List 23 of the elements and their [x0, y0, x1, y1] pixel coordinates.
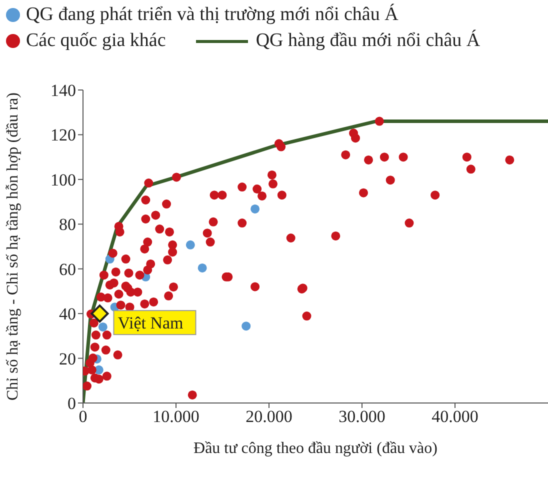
x-tick-label: 20.000 — [246, 407, 292, 426]
point — [242, 322, 251, 331]
annotation: Việt Nam — [118, 314, 184, 333]
point — [98, 322, 108, 332]
point — [250, 204, 260, 214]
y-tick-label: 80 — [59, 215, 76, 234]
legend-label: QG hàng đầu mới nổi châu Á — [256, 30, 480, 52]
legend-label: Các quốc gia khác — [26, 30, 166, 52]
y-tick-label: 120 — [50, 126, 76, 145]
y-tick-label: 40 — [59, 304, 76, 324]
legend-label: QG đang phát triển và thị trường mới nổi châu Á — [26, 4, 398, 26]
point — [198, 263, 207, 272]
x-tick-label: 30.000 — [338, 407, 386, 426]
y-tick-label: 60 — [59, 260, 76, 279]
x-axis-title: Đầu tư công theo đầu người (đầu vào) — [194, 440, 438, 457]
y-tick-label: 140 — [50, 81, 76, 100]
y-tick-label: 20 — [59, 349, 76, 368]
y-tick-label: 0 — [68, 394, 76, 414]
y-tick-label: 100 — [50, 170, 76, 190]
x-tick-label: 40.000 — [432, 407, 478, 426]
point — [186, 240, 195, 250]
y-axis-title: Chỉ số hạ tầng - Chỉ số hạ tầng hỗn hợp (đầu ra) — [4, 92, 22, 400]
x-tick-label: 10.000 — [152, 407, 200, 426]
